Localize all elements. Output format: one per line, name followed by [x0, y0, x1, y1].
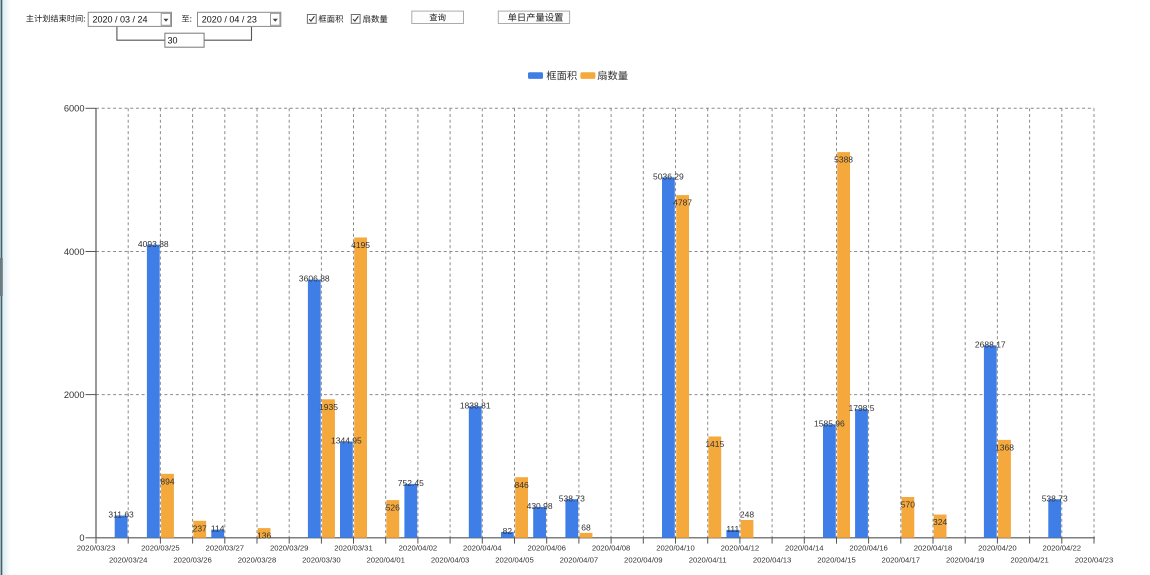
svg-text:1344.95: 1344.95 — [331, 436, 362, 446]
svg-text:2020/03/27: 2020/03/27 — [206, 544, 244, 553]
svg-text:2020/04/07: 2020/04/07 — [560, 556, 598, 565]
svg-text:2020/04/22: 2020/04/22 — [1043, 544, 1081, 553]
svg-text:82: 82 — [503, 526, 513, 536]
svg-text:2020/04/18: 2020/04/18 — [914, 544, 952, 553]
svg-text:2020/04/17: 2020/04/17 — [882, 556, 920, 565]
svg-text:2020 / 04 / 23: 2020 / 04 / 23 — [202, 14, 257, 24]
svg-text:2020/04/14: 2020/04/14 — [785, 544, 824, 553]
svg-text:1368: 1368 — [995, 443, 1014, 453]
svg-text:430.98: 430.98 — [527, 501, 553, 511]
svg-text:1798.5: 1798.5 — [849, 403, 875, 413]
svg-text:111: 111 — [726, 524, 739, 534]
svg-text:2020/03/23: 2020/03/23 — [77, 544, 115, 553]
svg-text:1838.81: 1838.81 — [460, 400, 491, 410]
svg-text:30: 30 — [168, 36, 178, 46]
svg-text:538.73: 538.73 — [1042, 493, 1068, 503]
svg-text:526: 526 — [386, 503, 400, 513]
svg-text:2020 / 03 / 24: 2020 / 03 / 24 — [93, 14, 148, 24]
svg-text:752.45: 752.45 — [398, 478, 424, 488]
svg-text:2020/03/29: 2020/03/29 — [270, 544, 308, 553]
svg-text:0: 0 — [79, 533, 84, 543]
svg-text:114: 114 — [211, 524, 225, 534]
svg-text:4195: 4195 — [351, 240, 370, 250]
svg-text:538.73: 538.73 — [559, 493, 585, 503]
svg-text:136: 136 — [257, 531, 271, 541]
svg-text:2020/04/09: 2020/04/09 — [624, 556, 662, 565]
svg-text:2020/04/02: 2020/04/02 — [399, 544, 437, 553]
svg-text:2020/04/20: 2020/04/20 — [978, 544, 1016, 553]
svg-text:2020/04/21: 2020/04/21 — [1010, 556, 1048, 565]
svg-text:3606.88: 3606.88 — [299, 274, 330, 284]
svg-text:2020/04/06: 2020/04/06 — [527, 544, 565, 553]
svg-text:2020/04/03: 2020/04/03 — [431, 556, 469, 565]
svg-text:311.63: 311.63 — [108, 510, 134, 520]
svg-text:2020/04/11: 2020/04/11 — [689, 556, 727, 565]
svg-text:2020/03/24: 2020/03/24 — [109, 556, 148, 565]
svg-text:2020/03/26: 2020/03/26 — [173, 556, 211, 565]
svg-text:2020/04/12: 2020/04/12 — [721, 544, 759, 553]
svg-text:68: 68 — [581, 523, 591, 533]
svg-text:1415: 1415 — [705, 439, 724, 449]
svg-text:4093.88: 4093.88 — [138, 239, 169, 249]
svg-text:2020/03/25: 2020/03/25 — [141, 544, 179, 553]
svg-text:570: 570 — [901, 500, 915, 510]
svg-text:4000: 4000 — [64, 247, 85, 257]
svg-text:1935: 1935 — [319, 402, 338, 412]
svg-text:2020/04/04: 2020/04/04 — [463, 544, 502, 553]
svg-text:2688.17: 2688.17 — [975, 340, 1006, 350]
svg-text:2020/04/10: 2020/04/10 — [656, 544, 694, 553]
svg-text:2020/04/08: 2020/04/08 — [592, 544, 630, 553]
svg-text:2020/04/19: 2020/04/19 — [946, 556, 984, 565]
svg-text:2020/04/16: 2020/04/16 — [849, 544, 887, 553]
svg-text:2020/03/28: 2020/03/28 — [238, 556, 276, 565]
svg-text:2000: 2000 — [64, 390, 85, 400]
svg-text:2020/03/31: 2020/03/31 — [334, 544, 372, 553]
svg-text:6000: 6000 — [64, 104, 85, 114]
svg-text:5388: 5388 — [834, 155, 853, 165]
svg-text:2020/04/05: 2020/04/05 — [495, 556, 533, 565]
svg-text:2020/04/13: 2020/04/13 — [753, 556, 791, 565]
svg-text:894: 894 — [160, 476, 174, 486]
svg-text:237: 237 — [193, 523, 207, 533]
svg-text:2020/04/01: 2020/04/01 — [366, 556, 404, 565]
svg-text:846: 846 — [515, 480, 529, 490]
svg-text:248: 248 — [740, 510, 754, 520]
svg-text:2020/03/30: 2020/03/30 — [302, 556, 340, 565]
svg-text:4787: 4787 — [673, 198, 692, 208]
svg-text:5036.29: 5036.29 — [653, 171, 684, 181]
svg-text:2020/04/15: 2020/04/15 — [817, 556, 855, 565]
svg-text:1585.96: 1585.96 — [814, 418, 845, 428]
svg-text:324: 324 — [933, 517, 947, 527]
svg-text:2020/04/23: 2020/04/23 — [1075, 556, 1113, 565]
